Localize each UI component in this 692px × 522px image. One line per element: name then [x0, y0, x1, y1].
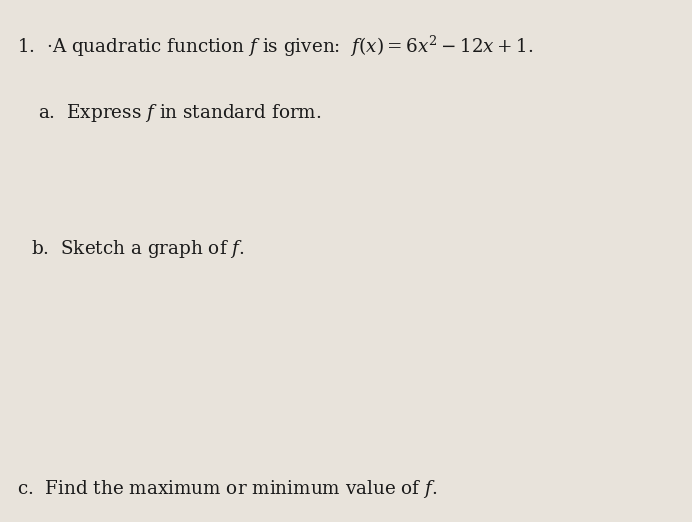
Text: 1.  ·A quadratic function $f$ is given:  $f(x) = 6x^2 - 12x + 1$.: 1. ·A quadratic function $f$ is given: $…	[17, 34, 534, 59]
Text: c.  Find the maximum or minimum value of $f$.: c. Find the maximum or minimum value of …	[17, 478, 438, 500]
Text: a.  Express $f$ in standard form.: a. Express $f$ in standard form.	[38, 102, 322, 124]
Text: b.  Sketch a graph of $f$.: b. Sketch a graph of $f$.	[31, 238, 245, 259]
